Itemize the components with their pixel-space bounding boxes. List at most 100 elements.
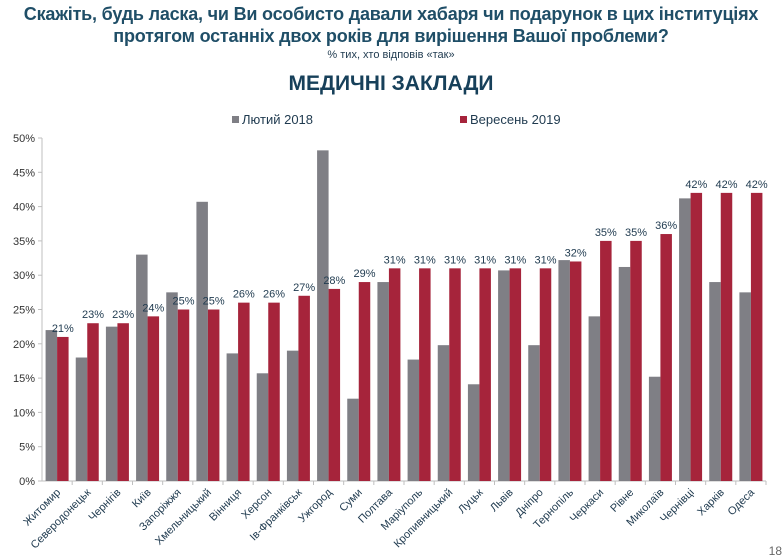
bar-sep-2019 — [207, 309, 220, 481]
y-tick-label: 50% — [13, 133, 35, 145]
x-tick-label: Суми — [337, 487, 365, 515]
x-tick-label: Ужгород — [296, 486, 335, 525]
legend-label: Вересень 2019 — [470, 112, 561, 127]
data-label: 31% — [444, 254, 466, 266]
data-label: 31% — [474, 254, 496, 266]
bar-feb-2018 — [377, 282, 389, 481]
data-label: 32% — [565, 247, 587, 259]
bar-sep-2019 — [57, 336, 69, 481]
bar-sep-2019 — [479, 268, 491, 481]
data-label: 35% — [595, 227, 617, 239]
bar-sep-2019 — [690, 192, 703, 481]
data-label: 35% — [625, 227, 647, 239]
bar-feb-2018 — [286, 350, 299, 481]
bar-feb-2018 — [166, 292, 178, 481]
data-label: 23% — [82, 309, 104, 321]
bar-feb-2018 — [136, 254, 148, 481]
data-label: 31% — [384, 254, 406, 266]
bar-feb-2018 — [618, 266, 631, 481]
bar-feb-2018 — [196, 201, 208, 481]
bar-feb-2018 — [45, 330, 58, 481]
bar-feb-2018 — [407, 359, 420, 481]
data-label: 42% — [715, 179, 737, 191]
bar-sep-2019 — [720, 192, 733, 481]
chart-title: Скажіть, будь ласка, чи Ви особисто дава… — [0, 3, 782, 47]
bar-sep-2019 — [298, 295, 310, 481]
bar-sep-2019 — [268, 302, 280, 481]
legend-swatch-red — [460, 116, 467, 123]
legend-label: Лютий 2018 — [242, 112, 314, 127]
y-tick-label: 40% — [13, 202, 35, 214]
bar-sep-2019 — [358, 282, 371, 481]
data-label: 27% — [293, 282, 315, 294]
data-label: 21% — [52, 323, 74, 335]
bar-feb-2018 — [317, 150, 329, 481]
bar-sep-2019 — [630, 240, 642, 481]
bar-sep-2019 — [750, 192, 763, 481]
bar-feb-2018 — [467, 384, 480, 481]
data-label: 24% — [142, 302, 164, 314]
bar-sep-2019 — [177, 309, 190, 481]
y-tick-label: 30% — [13, 270, 35, 282]
bar-sep-2019 — [539, 268, 552, 481]
x-tick-label: Харків — [695, 487, 727, 519]
bar-sep-2019 — [569, 261, 582, 481]
y-tick-label: 20% — [13, 339, 35, 351]
bar-sep-2019 — [600, 240, 612, 481]
data-label: 31% — [414, 254, 436, 266]
data-label: 26% — [263, 289, 285, 301]
page-number: 18 — [768, 544, 782, 558]
bar-sep-2019 — [147, 316, 160, 481]
bar-sep-2019 — [117, 323, 129, 481]
bar-feb-2018 — [709, 282, 721, 481]
bar-feb-2018 — [528, 345, 540, 481]
y-tick-label: 15% — [13, 373, 35, 385]
data-label: 42% — [685, 179, 707, 191]
bar-sep-2019 — [509, 268, 522, 481]
x-tick-label: Львів — [488, 487, 516, 515]
data-label: 31% — [504, 254, 526, 266]
legend-item-sep-2019: Вересень 2019 — [460, 112, 561, 127]
y-tick-label: 45% — [13, 167, 35, 179]
legend-item-feb-2018: Лютий 2018 — [232, 112, 313, 127]
title-line-1: Скажіть, будь ласка, чи Ви особисто дава… — [23, 4, 759, 24]
bar-sep-2019 — [87, 323, 99, 481]
bar-feb-2018 — [558, 260, 570, 481]
data-label: 26% — [233, 289, 255, 301]
data-label: 29% — [353, 268, 375, 280]
bar-sep-2019 — [419, 268, 431, 481]
data-label: 25% — [172, 296, 194, 308]
bar-sep-2019 — [238, 302, 250, 481]
x-tick-label: Одеса — [726, 486, 758, 518]
y-tick-label: 10% — [13, 407, 35, 419]
bar-feb-2018 — [437, 345, 450, 481]
legend-swatch-grey — [232, 116, 239, 123]
bar-sep-2019 — [449, 268, 461, 481]
data-label: 25% — [203, 296, 225, 308]
x-tick-label: Черкаси — [568, 487, 606, 525]
data-label: 36% — [655, 220, 677, 232]
section-title: МЕДИЧНІ ЗАКЛАДИ — [288, 72, 494, 95]
x-tick-label: Чернігів — [86, 487, 123, 524]
bar-feb-2018 — [648, 376, 661, 481]
chart-subtitle: % тих, хто відповів «так» — [327, 49, 455, 61]
bar-sep-2019 — [388, 268, 401, 481]
bar-feb-2018 — [498, 270, 510, 481]
title-line-2: протягом останніх двох років для вирішен… — [113, 26, 669, 46]
bar-feb-2018 — [226, 353, 239, 481]
data-label: 23% — [112, 309, 134, 321]
x-tick-label: Рівне — [608, 487, 636, 515]
bar-feb-2018 — [75, 357, 88, 481]
bar-feb-2018 — [256, 373, 269, 481]
x-tick-label: Вінниця — [207, 487, 244, 524]
x-tick-label: Луцьк — [456, 487, 486, 517]
data-label: 42% — [746, 179, 768, 191]
bar-feb-2018 — [739, 292, 751, 481]
x-tick-label: Хмельницький — [153, 487, 214, 548]
bar-feb-2018 — [347, 398, 359, 481]
y-tick-label: 35% — [13, 236, 35, 248]
data-label: 31% — [534, 254, 556, 266]
x-tick-label: Київ — [130, 487, 154, 511]
bar-feb-2018 — [105, 326, 118, 481]
